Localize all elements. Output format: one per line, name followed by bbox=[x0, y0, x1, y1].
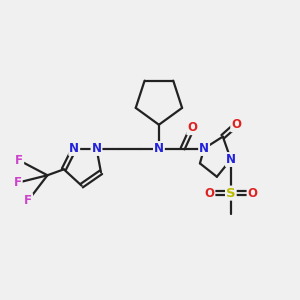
Text: F: F bbox=[15, 154, 23, 167]
Text: N: N bbox=[199, 142, 209, 155]
Text: N: N bbox=[154, 142, 164, 155]
Text: S: S bbox=[226, 187, 236, 200]
Text: O: O bbox=[187, 121, 197, 134]
Text: N: N bbox=[69, 142, 79, 155]
Text: F: F bbox=[14, 176, 22, 189]
Text: O: O bbox=[248, 187, 257, 200]
Text: N: N bbox=[226, 153, 236, 166]
Text: N: N bbox=[92, 142, 101, 155]
Text: O: O bbox=[231, 118, 241, 131]
Text: O: O bbox=[204, 187, 214, 200]
Text: F: F bbox=[24, 194, 32, 207]
